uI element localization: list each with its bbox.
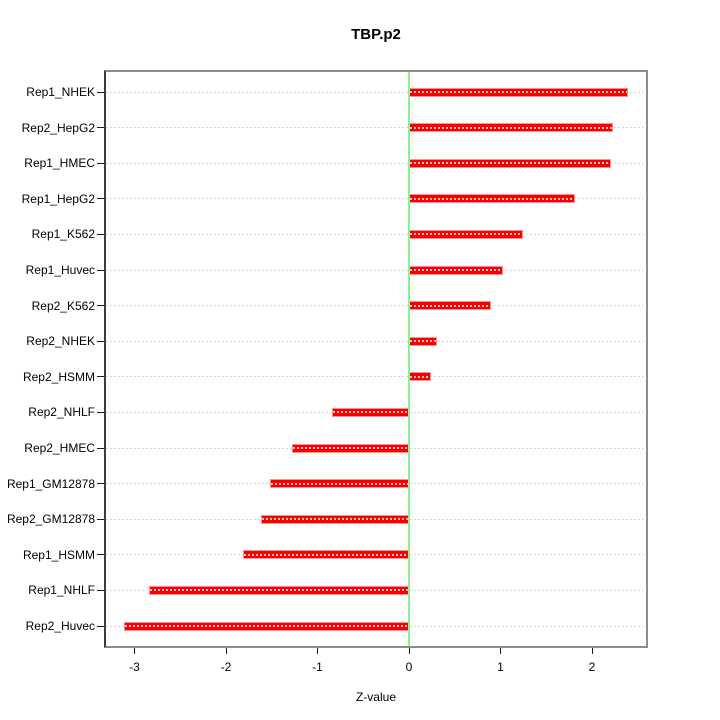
- y-tick: [97, 589, 104, 591]
- bar-Rep2_GM12878: [260, 514, 409, 524]
- bar-dash-pattern: [410, 233, 523, 236]
- x-tick-label: -3: [129, 660, 140, 674]
- bar-Rep1_Huvec: [409, 265, 504, 275]
- y-tick: [97, 233, 104, 235]
- zero-value-line: [408, 72, 410, 646]
- chart-title: TBP.p2: [351, 26, 401, 43]
- bar-dash-pattern: [333, 411, 408, 414]
- bar-dash-pattern: [410, 304, 491, 307]
- x-tick-label: -1: [312, 660, 323, 674]
- bar-Rep1_K562: [409, 229, 524, 239]
- y-axis-label: Rep2_K562: [31, 298, 95, 313]
- y-axis-label: Rep1_NHEK: [26, 85, 95, 99]
- y-tick: [97, 340, 104, 342]
- y-axis-label: Rep1_HSMM: [22, 547, 95, 562]
- y-tick: [97, 483, 104, 485]
- bar-dash-pattern: [410, 340, 437, 343]
- y-tick: [97, 162, 104, 164]
- y-axis-label: Rep2_HepG2: [21, 120, 95, 135]
- bar-Rep2_HepG2: [409, 123, 614, 133]
- bar-Rep2_HSMM: [409, 372, 431, 382]
- y-axis-label: Rep1_K562: [31, 227, 95, 242]
- y-axis-label: Rep2_NHEK: [26, 334, 95, 349]
- y-tick: [97, 127, 104, 129]
- x-tick: [591, 648, 593, 654]
- bar-Rep1_NHLF: [149, 585, 409, 595]
- y-axis-label: Rep2_HSMM: [22, 369, 95, 384]
- y-axis-label: Rep2_GM12878: [6, 512, 95, 527]
- gridline: [106, 162, 646, 164]
- y-tick: [97, 447, 104, 449]
- bar-dash-pattern: [124, 625, 408, 627]
- bar-dash-pattern: [410, 269, 503, 271]
- bar-Rep2_K562: [409, 301, 492, 311]
- bar-Rep2_NHLF: [332, 407, 409, 417]
- bar-dash-pattern: [261, 518, 408, 521]
- x-tick: [317, 648, 318, 654]
- x-tick-label: -2: [220, 660, 232, 674]
- y-axis-label: Rep1_HMEC: [24, 156, 95, 171]
- y-tick: [97, 554, 104, 556]
- y-tick: [97, 376, 104, 378]
- bar-dash-pattern: [410, 126, 613, 129]
- gridline: [106, 340, 646, 342]
- bar-Rep2_NHEK: [409, 336, 438, 346]
- y-axis-label: Rep2_NHLF: [28, 405, 95, 420]
- y-tick: [97, 305, 104, 307]
- gridline: [106, 127, 646, 129]
- gridline: [106, 91, 646, 93]
- bar-Rep2_HMEC: [291, 443, 409, 453]
- bar-dash-pattern: [410, 375, 430, 378]
- y-tick: [97, 198, 104, 200]
- bar-dash-pattern: [292, 447, 408, 449]
- bar-Rep2_Huvec: [123, 621, 409, 631]
- x-axis-title: Z-value: [355, 690, 396, 704]
- x-tick: [500, 648, 501, 654]
- x-tick: [225, 648, 227, 654]
- bar-dash-pattern: [244, 553, 408, 556]
- bar-Rep1_HMEC: [409, 158, 612, 168]
- bar-Rep1_GM12878: [269, 479, 409, 489]
- x-tick: [408, 648, 410, 654]
- bar-dash-pattern: [410, 91, 627, 93]
- x-tick-label: 0: [405, 660, 413, 674]
- x-tick-label: 2: [588, 660, 596, 674]
- gridline: [106, 233, 646, 235]
- x-tick: [134, 648, 135, 654]
- y-axis-label: Rep2_Huvec: [25, 619, 95, 633]
- y-tick: [97, 518, 104, 520]
- y-axis-label: Rep1_HepG2: [21, 191, 95, 206]
- gridline: [106, 376, 646, 378]
- bar-dash-pattern: [150, 589, 408, 592]
- y-tick: [97, 91, 104, 93]
- plot-inner: Rep1_NHEK Rep2_HepG2 Rep1_HMEC Rep1_HepG2 Re…: [7, 72, 646, 674]
- x-tick-label: 1: [497, 660, 504, 674]
- y-axis-label: Rep1_Huvec: [25, 263, 95, 277]
- y-axis-label: Rep1_NHLF: [28, 583, 95, 598]
- gridline: [106, 269, 646, 271]
- y-tick: [97, 269, 104, 271]
- bar-dash-pattern: [410, 197, 574, 200]
- plot-area: Rep1_NHEK Rep2_HepG2 Rep1_HMEC Rep1_HepG2 Re…: [7, 70, 648, 674]
- bar-Rep1_HepG2: [409, 194, 575, 204]
- y-axis-label: Rep1_GM12878: [6, 476, 95, 491]
- bar-Rep1_HSMM: [243, 550, 409, 560]
- bar-Rep1_NHEK: [409, 87, 628, 97]
- gridline: [106, 198, 646, 200]
- y-tick: [97, 625, 104, 627]
- y-axis-label: Rep2_HMEC: [24, 441, 95, 455]
- bar-dash-pattern: [270, 482, 408, 485]
- bar-dash-pattern: [410, 162, 611, 165]
- y-tick: [97, 411, 104, 413]
- gridline: [106, 305, 646, 307]
